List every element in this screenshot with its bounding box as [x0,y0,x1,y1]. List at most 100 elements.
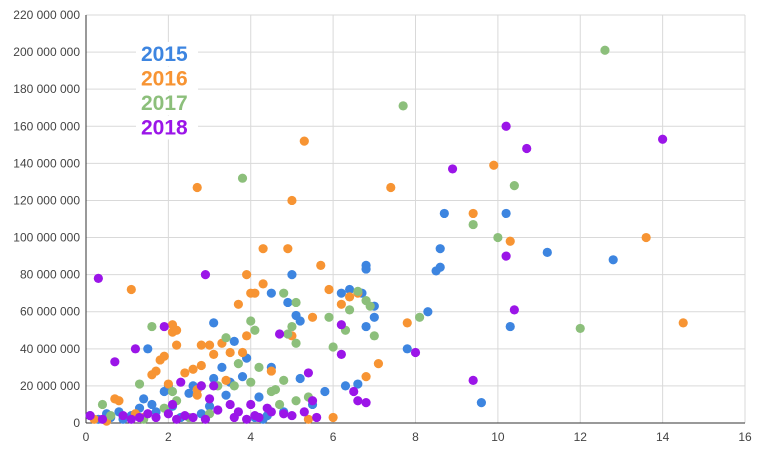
data-point [237,372,248,382]
data-point [258,244,268,254]
data-point [196,340,206,350]
data-point [250,288,260,298]
data-point [501,208,511,219]
data-point [303,414,314,424]
legend-label-2016: 2016 [141,68,188,91]
x-tick-label: 16 [738,430,752,444]
data-point [246,377,256,387]
data-point [114,396,124,406]
data-point [283,329,293,339]
data-point [353,286,363,296]
y-tick-label: 200 000 000 [13,45,80,59]
data-point [402,318,412,328]
data-point [575,323,585,334]
data-point [151,412,161,423]
data-point [159,351,169,361]
y-tick-label: 220 000 000 [13,8,80,22]
data-point [196,381,206,391]
data-point [307,396,318,406]
data-point [361,321,371,332]
data-point [505,236,515,246]
data-point [254,392,264,402]
data-point [225,399,235,410]
x-tick-label: 0 [83,430,90,444]
data-point [172,414,182,424]
x-tick-label: 6 [330,430,337,444]
data-point [143,344,153,354]
data-point [200,414,211,424]
data-point [386,182,396,193]
data-point [147,399,157,410]
data-point [180,368,190,378]
data-point [176,377,186,387]
data-point [336,320,346,330]
data-point [299,136,309,146]
y-tick-label: 140 000 000 [13,156,80,170]
data-point [213,405,223,415]
data-point [196,360,206,371]
data-point [439,208,449,219]
y-tick-label: 60 000 000 [20,305,80,319]
data-point [163,379,173,389]
x-axis-tick-labels: 0 2 4 6 8 10 12 14 16 [83,430,752,444]
series-2018 [85,121,668,424]
y-tick-label: 180 000 000 [13,82,80,96]
data-point [365,301,375,311]
legend-label-2015: 2015 [141,43,188,66]
data-point [180,410,190,421]
data-point [291,297,301,308]
data-point [266,407,276,417]
data-point [167,399,178,410]
data-point [237,347,248,358]
data-point [143,409,153,419]
data-point [163,409,173,419]
x-tick-label: 2 [165,430,172,444]
legend-label-2018: 2018 [141,117,188,140]
data-point [134,412,145,423]
data-point [336,299,346,309]
data-point [349,386,359,397]
data-point [423,307,433,317]
data-point [242,331,252,341]
data-point [287,195,297,206]
data-point [266,288,276,298]
data-point [369,312,379,322]
data-point [505,321,515,332]
data-point [678,318,688,328]
data-point [139,394,149,404]
data-point [489,160,499,170]
data-point [204,401,215,411]
data-point [353,379,363,389]
data-point [345,305,355,315]
data-point [295,316,305,326]
data-point [126,284,136,295]
data-point [246,316,256,326]
data-point [209,381,219,391]
data-point [415,312,425,322]
data-point [126,414,136,424]
data-point [468,208,478,219]
data-point [188,412,198,423]
data-point [410,347,421,358]
series-2016 [89,136,688,426]
x-tick-label: 14 [656,430,670,444]
data-point [274,399,285,410]
data-point [542,247,552,257]
data-point [501,251,511,261]
y-tick-label: 0 [73,416,80,430]
data-point [184,388,194,398]
data-point [476,398,486,408]
data-point [270,385,281,395]
data-point [353,396,363,406]
data-point [167,386,178,397]
data-point [658,134,668,144]
data-point [345,284,355,295]
data-point [229,336,239,346]
data-point [192,182,202,193]
data-point [600,45,610,55]
data-points [85,45,688,426]
data-point [200,270,211,280]
data-point [237,173,248,183]
